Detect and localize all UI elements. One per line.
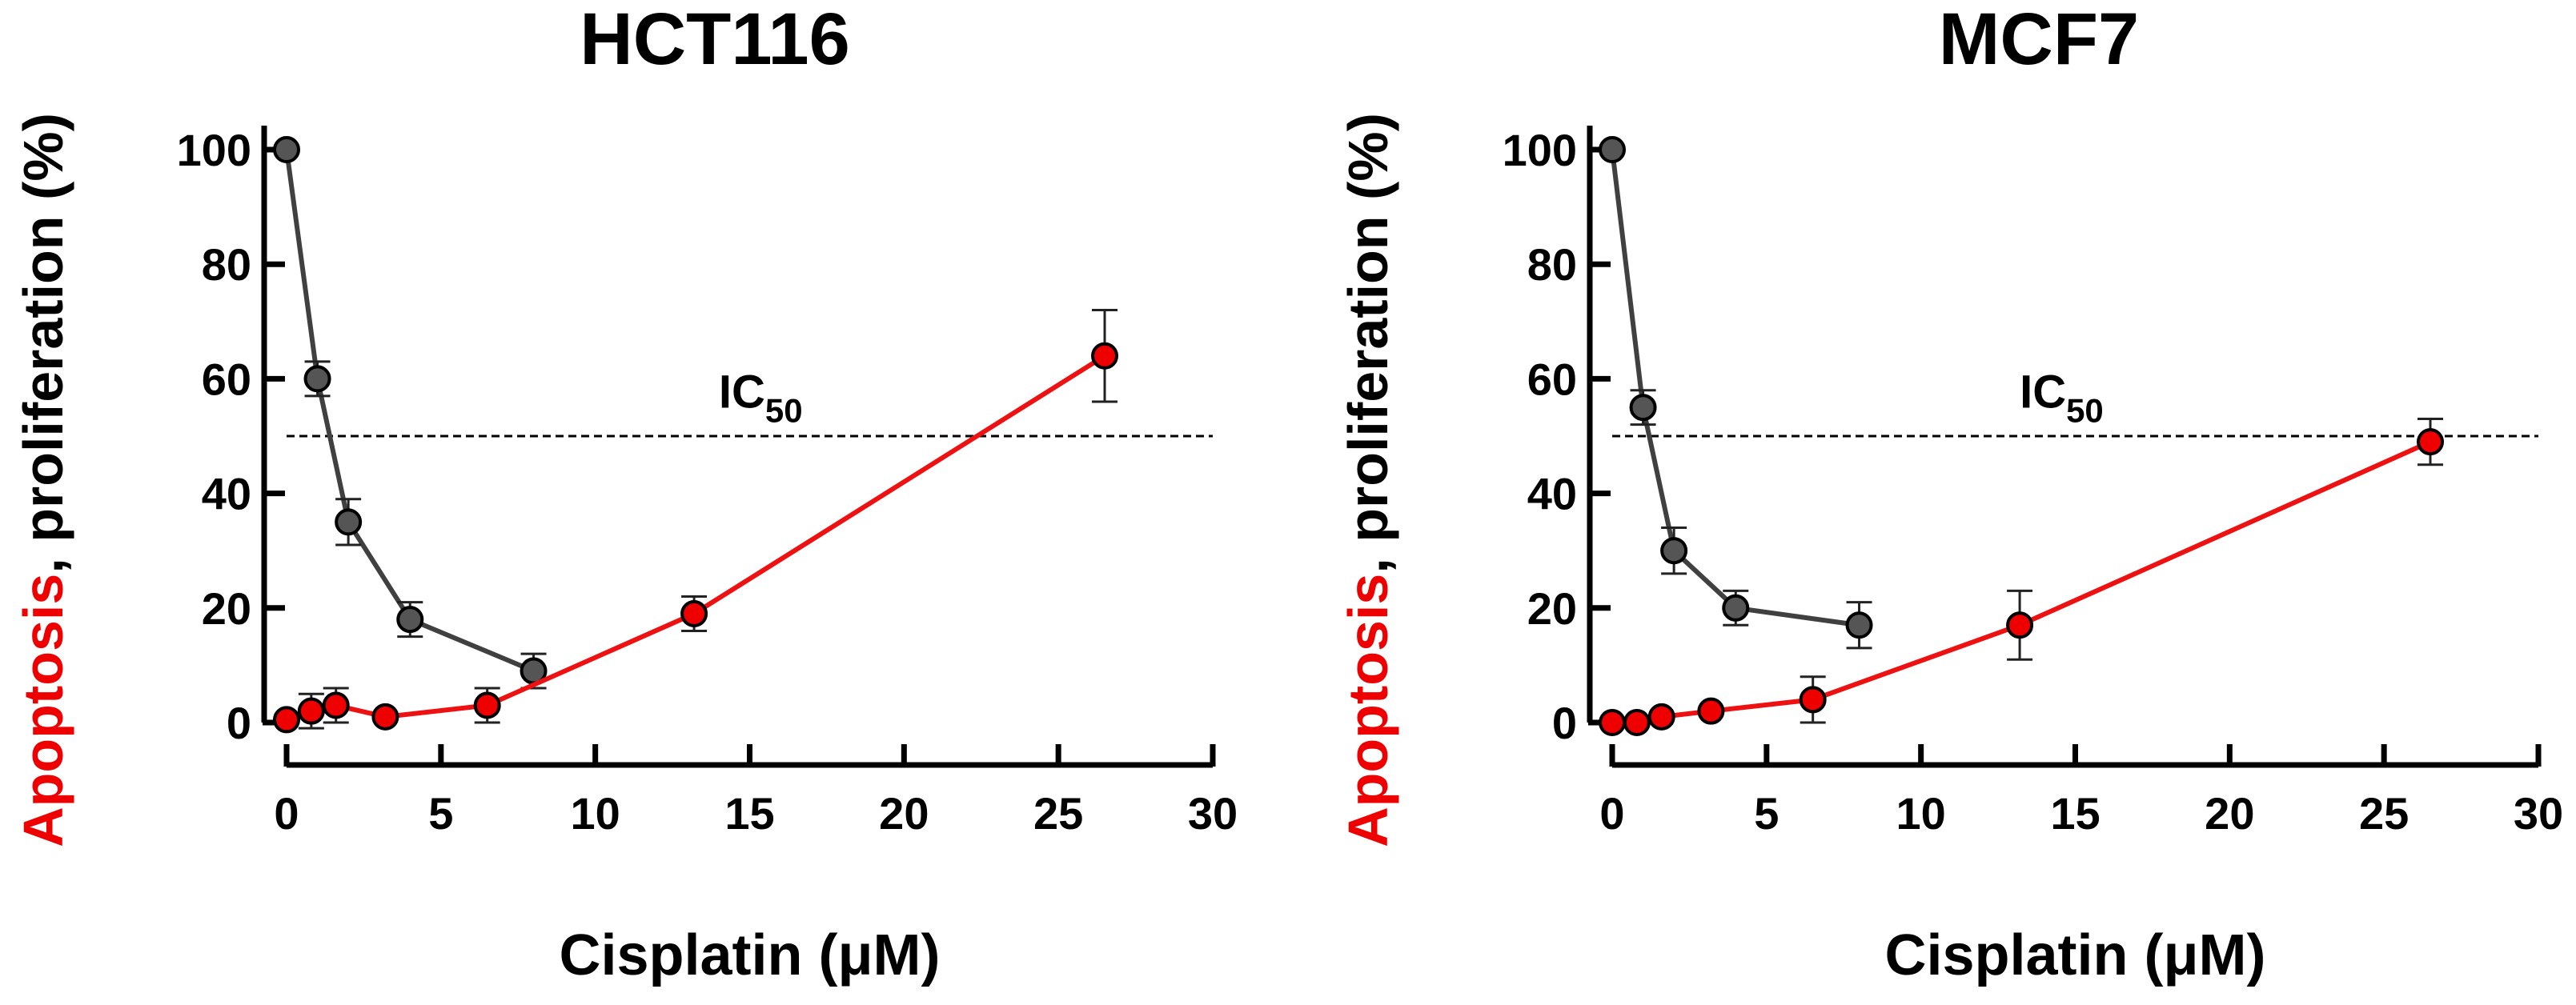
x-tick-label: 25 bbox=[1033, 788, 1083, 839]
y-tick-label: 100 bbox=[1503, 125, 1577, 175]
ic50-label-main: IC bbox=[719, 366, 765, 418]
proliferation-point bbox=[396, 606, 424, 634]
x-tick-label: 25 bbox=[2359, 788, 2409, 839]
y-tick-label: 80 bbox=[1527, 239, 1577, 290]
proliferation-point bbox=[335, 508, 363, 536]
y-axis-label-proliferation: , proliferation (%) bbox=[12, 113, 74, 574]
y-tick-label: 80 bbox=[202, 239, 251, 290]
y-axis-label: Apoptosis, proliferation (%) bbox=[12, 113, 74, 847]
proliferation-line bbox=[1610, 149, 1860, 628]
ic50-label: IC50 bbox=[2020, 366, 2104, 430]
apoptosis-line bbox=[1612, 439, 2432, 725]
apoptosis-point bbox=[2006, 611, 2034, 639]
x-tick-label: 0 bbox=[274, 788, 299, 839]
x-tick-label: 10 bbox=[571, 788, 620, 839]
y-tick-label: 40 bbox=[202, 469, 251, 519]
x-tick-label: 20 bbox=[879, 788, 929, 839]
apoptosis-line bbox=[286, 354, 1106, 723]
y-tick-label: 40 bbox=[1527, 469, 1577, 519]
y-tick-label: 20 bbox=[202, 583, 251, 634]
x-tick-label: 10 bbox=[1896, 788, 1946, 839]
x-tick-label: 15 bbox=[2050, 788, 2100, 839]
y-axis-label-apoptosis: Apoptosis bbox=[12, 574, 74, 847]
apoptosis-point bbox=[680, 599, 708, 627]
x-tick-label: 5 bbox=[1754, 788, 1779, 839]
proliferation-point bbox=[1845, 611, 1873, 639]
apoptosis-point bbox=[273, 706, 300, 734]
proliferation-point bbox=[1599, 136, 1626, 163]
ic50-label: IC50 bbox=[719, 366, 803, 430]
proliferation-point bbox=[303, 365, 331, 393]
x-axis-label: Cisplatin (μM) bbox=[1884, 923, 2265, 987]
x-tick-label: 15 bbox=[724, 788, 774, 839]
proliferation-line bbox=[284, 149, 535, 674]
y-axis-label-proliferation: , proliferation (%) bbox=[1337, 113, 1399, 574]
y-tick-label: 0 bbox=[227, 698, 251, 748]
y-axis-label: Apoptosis, proliferation (%) bbox=[1337, 113, 1399, 847]
ic50-label-main: IC bbox=[2020, 366, 2066, 418]
proliferation-point bbox=[1629, 394, 1657, 422]
y-tick-label: 60 bbox=[1527, 354, 1577, 404]
x-axis-label-text: Cisplatin ( bbox=[559, 923, 837, 987]
x-axis-label-close: ) bbox=[2247, 923, 2266, 987]
y-tick-label: 60 bbox=[202, 354, 251, 404]
chart-title: MCF7 bbox=[1939, 0, 2139, 80]
ic50-label-sub: 50 bbox=[2066, 392, 2104, 430]
apoptosis-point bbox=[1091, 342, 1119, 370]
apoptosis-point bbox=[1799, 686, 1827, 714]
ic50-label-sub: 50 bbox=[765, 392, 803, 430]
x-axis-label: Cisplatin (μM) bbox=[559, 923, 940, 987]
apoptosis-point bbox=[322, 691, 350, 719]
chart-title: HCT116 bbox=[580, 0, 850, 80]
y-tick-label: 20 bbox=[1527, 583, 1577, 634]
apoptosis-point bbox=[1697, 697, 1725, 725]
proliferation-point bbox=[1660, 537, 1688, 565]
proliferation-point bbox=[1722, 594, 1750, 622]
apoptosis-point bbox=[297, 697, 325, 725]
panel-mcf7: MCF7 0 20 40 60 80 100 0 5 10 15 20 25 30 Cisplatin (μ… bbox=[1337, 0, 2563, 987]
apoptosis-point bbox=[1599, 709, 1626, 736]
y-tick-label: 100 bbox=[177, 125, 251, 175]
apoptosis-point bbox=[2417, 428, 2445, 456]
y-tick-label: 0 bbox=[1552, 698, 1577, 748]
apoptosis-point bbox=[1647, 703, 1675, 731]
apoptosis-point bbox=[371, 703, 399, 731]
x-axis-label-close: ) bbox=[921, 923, 941, 987]
apoptosis-point bbox=[473, 691, 501, 719]
x-tick-label: 20 bbox=[2205, 788, 2254, 839]
proliferation-point bbox=[273, 136, 300, 163]
x-axis-label-unit: μM bbox=[838, 923, 921, 987]
x-tick-label: 0 bbox=[1599, 788, 1624, 839]
x-axis-label-unit: μM bbox=[2164, 923, 2247, 987]
y-axis-label-apoptosis: Apoptosis bbox=[1337, 574, 1399, 847]
x-tick-label: 30 bbox=[2514, 788, 2563, 839]
x-tick-label: 30 bbox=[1188, 788, 1238, 839]
x-axis-label-text: Cisplatin ( bbox=[1884, 923, 2163, 987]
apoptosis-point bbox=[1623, 709, 1651, 736]
panel-hct116: HCT116 0 20 40 60 80 100 0 5 10 15 20 25 30 Cisplatin … bbox=[12, 0, 1238, 987]
x-tick-label: 5 bbox=[428, 788, 453, 839]
